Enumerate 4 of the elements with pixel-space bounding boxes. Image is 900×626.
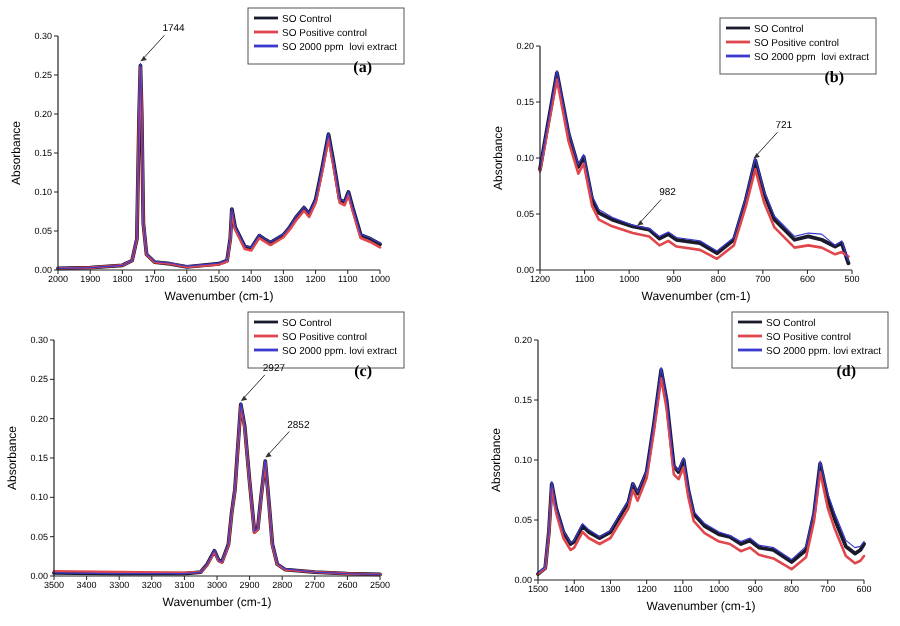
annotation: (b) (824, 68, 845, 86)
annotation: (d) (836, 362, 857, 380)
annotation: (c) (354, 362, 373, 380)
annotation: (a) (353, 58, 373, 76)
